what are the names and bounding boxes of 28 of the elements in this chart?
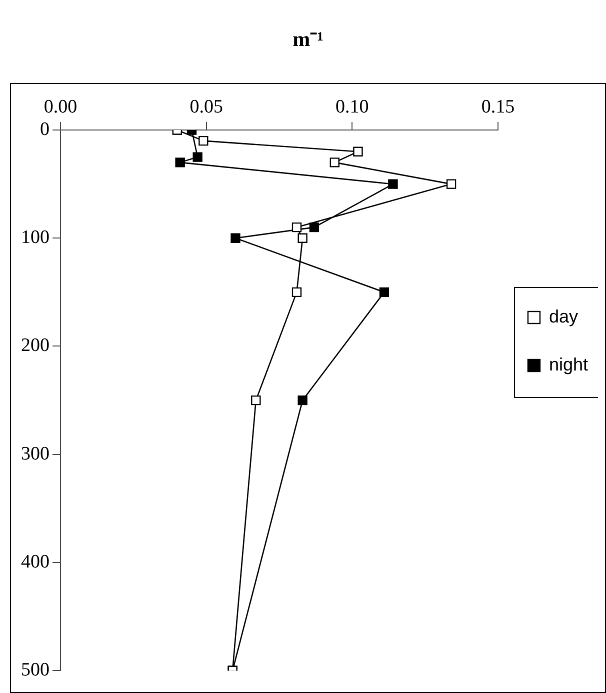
- chart-title: m⁻¹: [292, 27, 324, 52]
- y-tick-label: 400: [21, 551, 50, 572]
- point: [298, 233, 308, 243]
- point: [198, 136, 208, 146]
- point: [292, 287, 302, 298]
- point: [330, 158, 340, 168]
- y-tick-label: 500: [21, 660, 50, 681]
- point: [292, 222, 302, 232]
- point: [230, 233, 240, 243]
- y-tick-label: 300: [21, 443, 50, 464]
- point: [379, 287, 390, 298]
- point: [388, 179, 398, 189]
- point: [298, 395, 308, 406]
- point: [251, 395, 261, 406]
- point: [309, 222, 320, 232]
- legend-label: night: [548, 354, 588, 374]
- point: [353, 146, 363, 156]
- point: [175, 158, 185, 168]
- y-tick-label: 100: [21, 227, 50, 248]
- x-tick-label: 0.00: [44, 96, 78, 118]
- x-tick-label: 0.15: [481, 96, 515, 118]
- y-tick-label: 0: [40, 118, 50, 140]
- x-tick-label: 0.05: [190, 96, 223, 118]
- x-tick-label: 0.10: [336, 96, 369, 118]
- point: [192, 152, 202, 162]
- y-tick-label: 200: [21, 335, 50, 356]
- legend-label: day: [548, 306, 578, 326]
- point: [446, 179, 456, 189]
